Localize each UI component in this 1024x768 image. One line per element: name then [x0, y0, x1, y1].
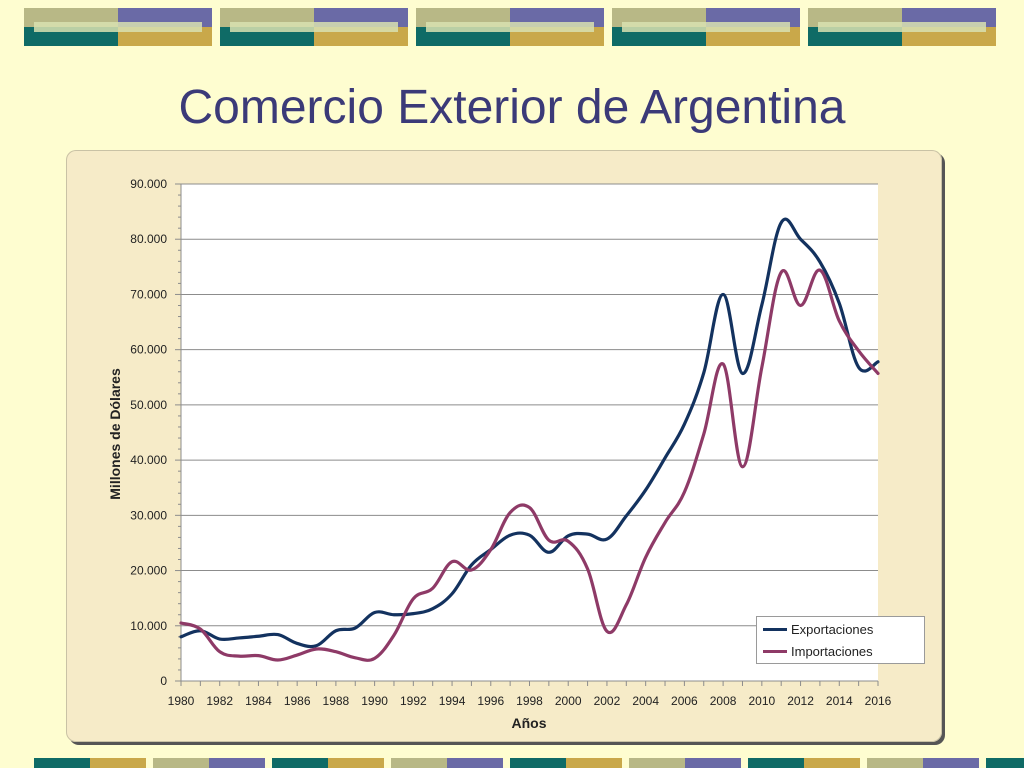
footer-strip-segment — [804, 758, 860, 768]
x-tick-label: 2004 — [632, 694, 659, 708]
legend-swatch-imports — [763, 649, 787, 653]
x-tick-label: 2016 — [865, 694, 892, 708]
footer-strip-segment — [447, 758, 503, 768]
x-tick-label: 2000 — [555, 694, 582, 708]
y-tick-label: 10.000 — [130, 619, 167, 633]
line-chart: 0 10.000 20.000 30.000 40.000 50.000 60.000 70.… — [107, 177, 892, 731]
x-tick-label: 2010 — [748, 694, 775, 708]
x-tick-label: 2008 — [710, 694, 737, 708]
slide-title: Comercio Exterior de Argentina — [178, 81, 846, 134]
footer-strip-segment — [923, 758, 979, 768]
footer-strip-segment — [209, 758, 265, 768]
footer-strip-segment — [90, 758, 146, 768]
x-tick-label: 1982 — [206, 694, 233, 708]
legend-entry-imports: Importaciones — [763, 641, 873, 661]
header-strip — [24, 8, 212, 46]
y-axis-label: Millones de Dólares — [107, 368, 123, 500]
series-line-imports — [179, 268, 880, 662]
y-tick-label: 30.000 — [130, 508, 167, 522]
header-strip — [220, 8, 408, 46]
gridlines — [181, 183, 878, 682]
x-tick-label: 1986 — [284, 694, 311, 708]
footer-strip-segment — [510, 758, 566, 768]
footer-strip-segment — [153, 758, 209, 768]
footer-strip-segment — [34, 758, 90, 768]
legend-entry-exports: Exportaciones — [763, 619, 873, 639]
header-strip — [612, 8, 800, 46]
header-strip — [808, 8, 996, 46]
decorative-footer-strip — [0, 758, 1024, 768]
y-tick-label: 60.000 — [130, 343, 167, 357]
footer-strip-segment — [629, 758, 685, 768]
chart-legend: Exportaciones Importaciones — [756, 616, 925, 664]
series-line-exports — [179, 217, 880, 649]
x-tick-label: 2012 — [787, 694, 814, 708]
footer-strip-segment — [391, 758, 447, 768]
y-tick-label: 70.000 — [130, 287, 167, 301]
footer-strip-segment — [566, 758, 622, 768]
legend-label-exports: Exportaciones — [791, 621, 874, 637]
x-tick-label: 1994 — [439, 694, 466, 708]
x-axis-label: Años — [512, 715, 547, 731]
y-tick-label: 80.000 — [130, 232, 167, 246]
series-lines — [179, 217, 880, 662]
footer-strip-segment — [685, 758, 741, 768]
footer-strip-segment — [272, 758, 328, 768]
footer-strip-segment — [867, 758, 923, 768]
footer-strip-segment — [748, 758, 804, 768]
header-strip — [416, 8, 604, 46]
x-tick-label: 1984 — [245, 694, 272, 708]
x-tick-label: 1998 — [516, 694, 543, 708]
x-tick-label: 2014 — [826, 694, 853, 708]
y-tick-label: 50.000 — [130, 398, 167, 412]
footer-strip-segment — [986, 758, 1024, 768]
x-tick-label: 1980 — [168, 694, 195, 708]
footer-strip-segment — [328, 758, 384, 768]
y-tick-label: 40.000 — [130, 453, 167, 467]
x-tick-label: 1996 — [477, 694, 504, 708]
y-tick-label: 0 — [160, 674, 167, 688]
plot-area — [181, 184, 878, 681]
y-tick-label: 20.000 — [130, 564, 167, 578]
axes: 0 10.000 20.000 30.000 40.000 50.000 60.000 70.… — [130, 177, 891, 708]
legend-swatch-exports — [763, 627, 787, 631]
x-tick-label: 2006 — [671, 694, 698, 708]
x-tick-label: 1990 — [361, 694, 388, 708]
legend-label-imports: Importaciones — [791, 643, 873, 659]
x-tick-label: 1992 — [400, 694, 427, 708]
y-tick-label: 90.000 — [130, 177, 167, 191]
x-tick-label: 1988 — [323, 694, 350, 708]
x-tick-label: 2002 — [594, 694, 621, 708]
